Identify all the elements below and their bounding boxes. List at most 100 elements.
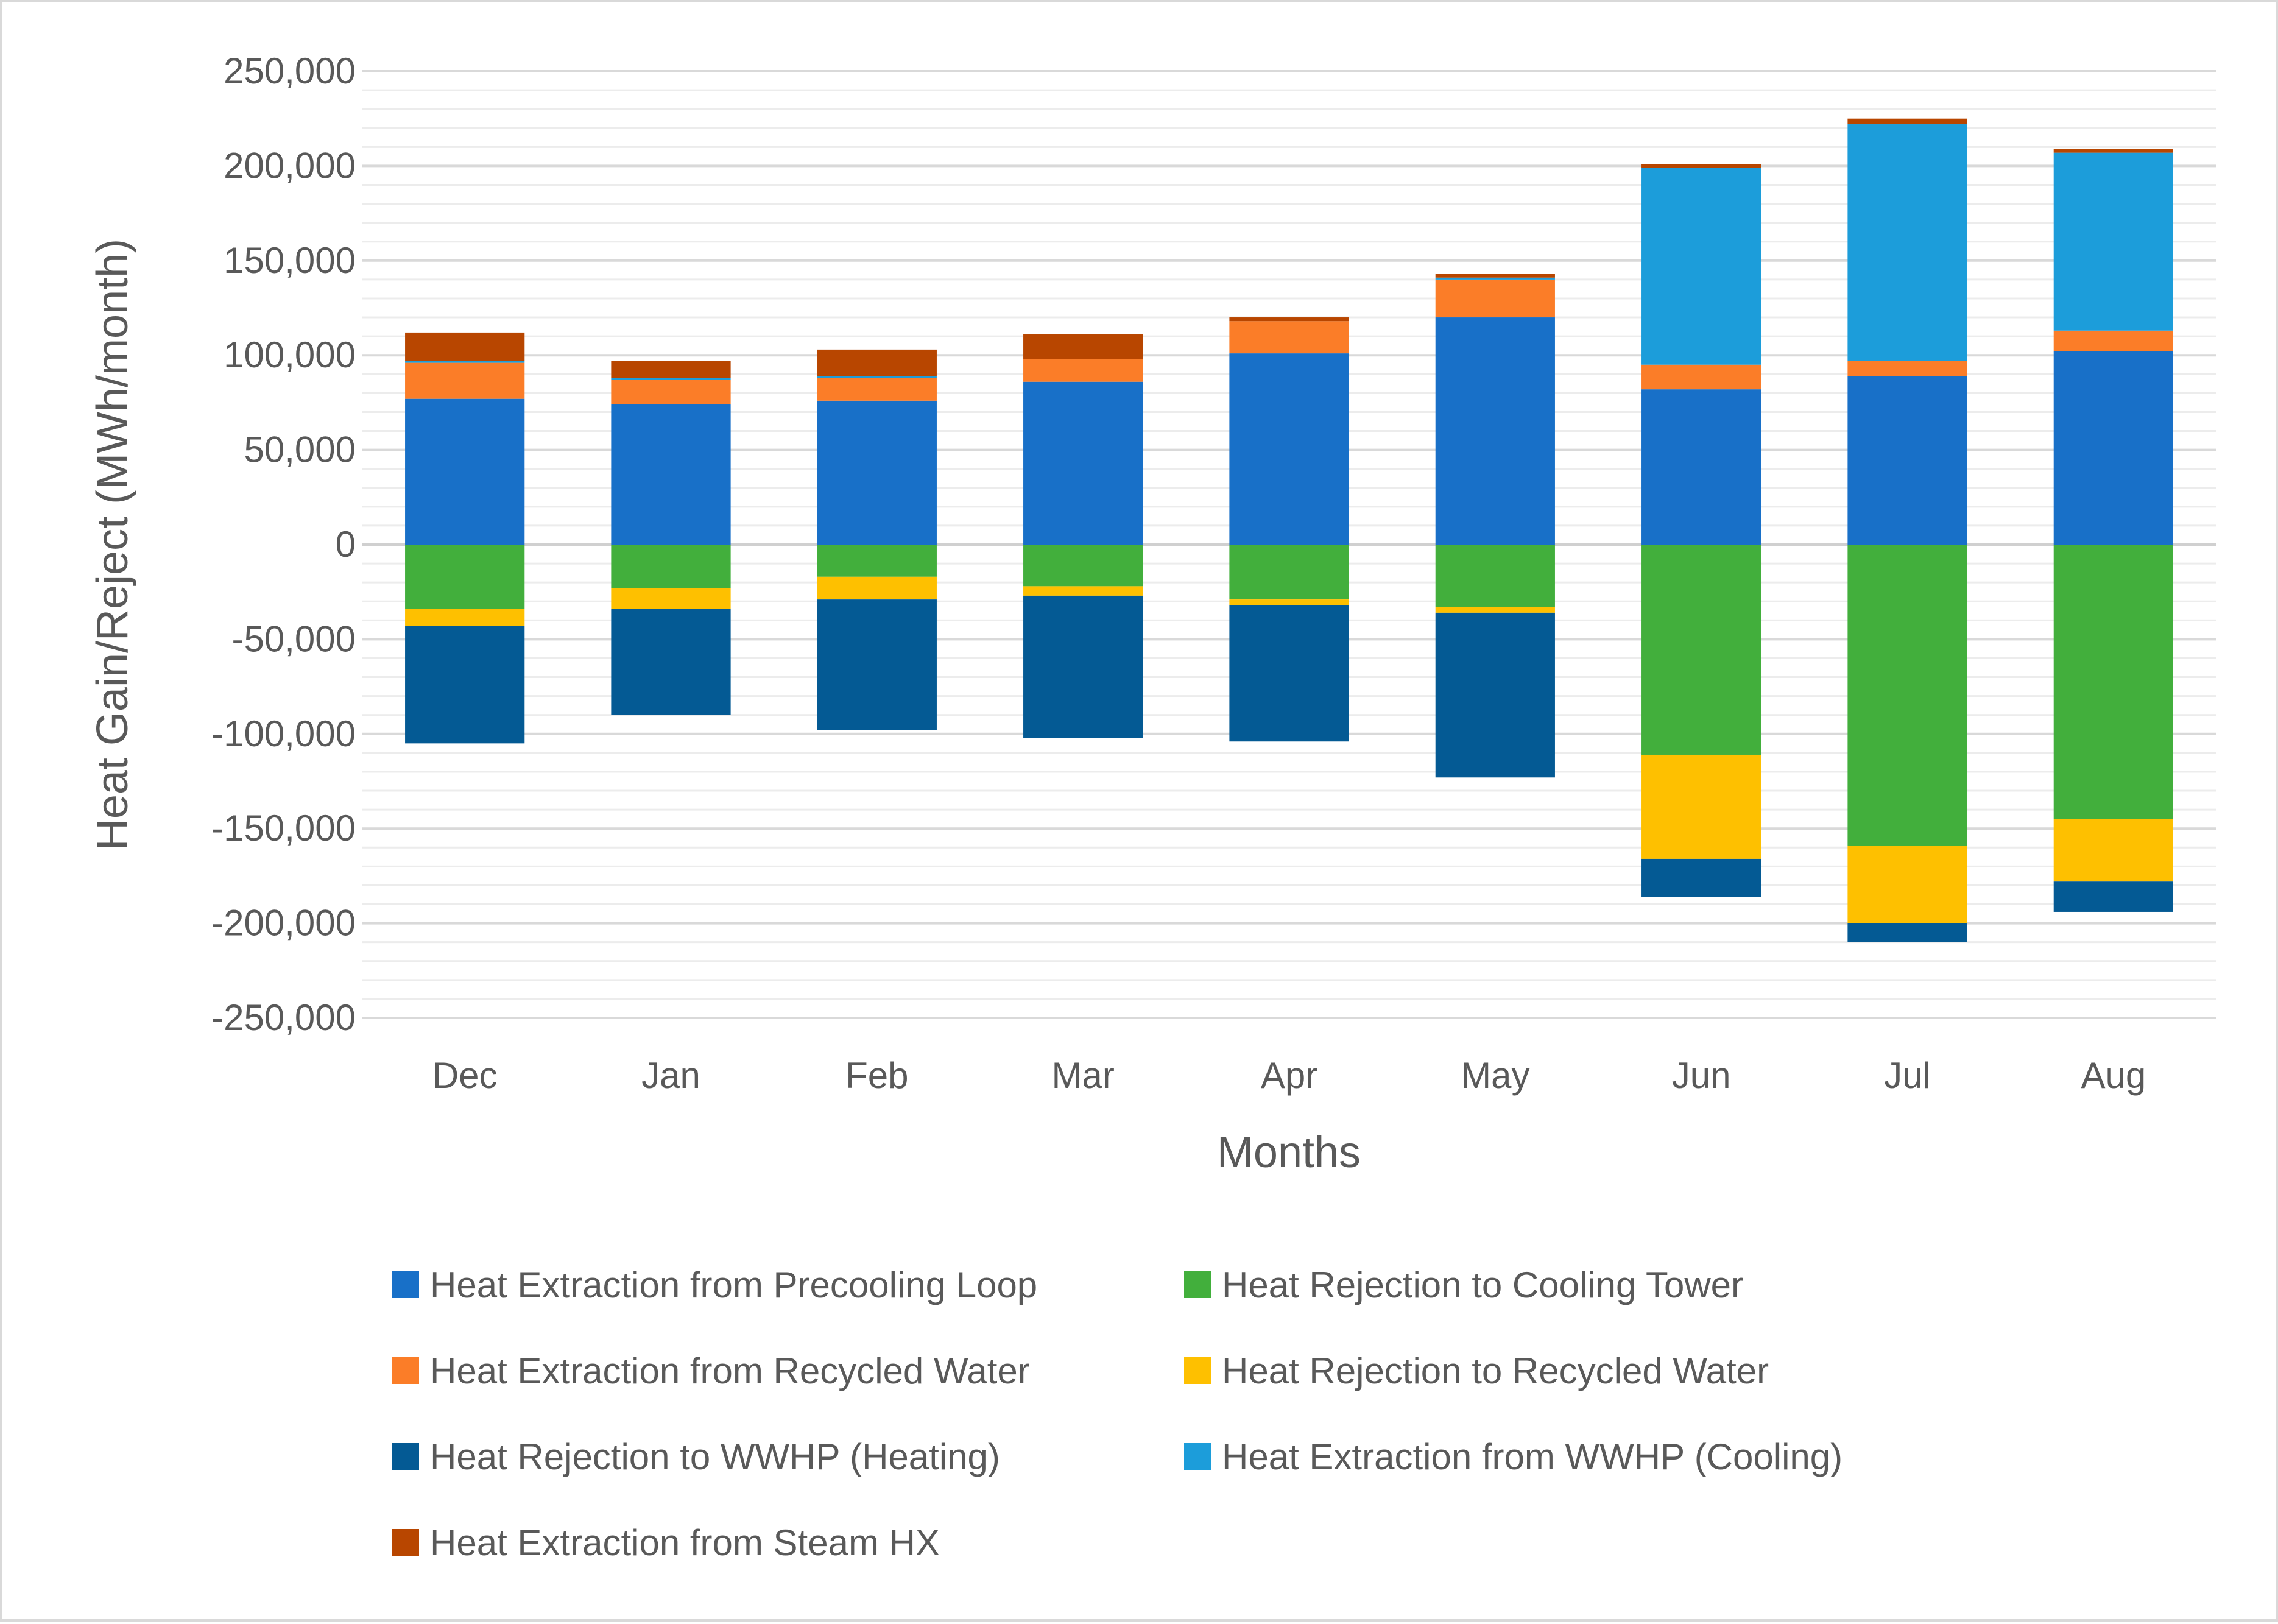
bar-jun-heat-extraction-from-recycled-water (1642, 364, 1761, 390)
bar-jul-heat-rejection-to-recycled-water (1847, 846, 1967, 923)
bar-jan-heat-extraction-from-precooling-loop (611, 404, 731, 545)
x-tick-label: Mar (1051, 1055, 1114, 1096)
bar-jan-heat-rejection-to-cooling-tower (611, 545, 731, 588)
bar-may-heat-rejection-to-cooling-tower (1435, 545, 1555, 607)
bar-mar-heat-rejection-to-wwhp-heating (1023, 595, 1143, 738)
bar-feb-heat-extraction-from-wwhp-cooling (817, 376, 937, 378)
bar-aug-heat-rejection-to-recycled-water (2053, 819, 2173, 882)
y-tick-label: -250,000 (211, 997, 356, 1038)
bar-jun-heat-extraction-from-precooling-loop (1642, 389, 1761, 545)
bar-dec-heat-extraction-from-steam-hx (405, 332, 525, 361)
bar-may-heat-rejection-to-wwhp-heating (1435, 612, 1555, 778)
bar-apr-heat-extraction-from-precooling-loop (1229, 353, 1349, 545)
bar-dec-heat-rejection-to-cooling-tower (405, 545, 525, 609)
bar-feb-heat-rejection-to-cooling-tower (817, 545, 937, 577)
bar-jun-heat-extraction-from-wwhp-cooling (1642, 168, 1761, 365)
bar-dec-heat-extraction-from-precooling-loop (405, 398, 525, 545)
legend: Heat Extraction from Precooling Loop Heat… (392, 1251, 1976, 1592)
x-tick-label: Jan (641, 1055, 700, 1096)
bar-aug-heat-extraction-from-wwhp-cooling (2053, 152, 2173, 331)
legend-swatch (392, 1529, 419, 1556)
bar-feb-heat-extraction-from-precooling-loop (817, 400, 937, 545)
bar-may-heat-rejection-to-recycled-water (1435, 607, 1555, 613)
bar-jan-heat-extraction-from-recycled-water (611, 380, 731, 405)
legend-item: Heat Rejection to Cooling Tower (1184, 1263, 1743, 1306)
legend-swatch (1184, 1271, 1211, 1298)
bar-feb-heat-rejection-to-wwhp-heating (817, 599, 937, 730)
x-tick-label: Feb (845, 1055, 908, 1096)
bar-dec-heat-extraction-from-wwhp-cooling (405, 361, 525, 363)
bar-mar-heat-extraction-from-recycled-water (1023, 359, 1143, 382)
bar-aug-heat-extraction-from-precooling-loop (2053, 351, 2173, 545)
y-tick-label: 100,000 (224, 334, 356, 375)
legend-swatch (1184, 1357, 1211, 1384)
legend-swatch (1184, 1443, 1211, 1470)
bar-mar-heat-rejection-to-cooling-tower (1023, 545, 1143, 587)
bar-may-heat-extraction-from-wwhp-cooling (1435, 277, 1555, 280)
x-tick-label: Jul (1884, 1055, 1931, 1096)
x-tick-label: Jun (1672, 1055, 1731, 1096)
legend-label: Heat Extraction from Recycled Water (430, 1350, 1030, 1391)
bar-jan-heat-extraction-from-wwhp-cooling (611, 378, 731, 380)
y-axis-title: Heat Gain/Reject (MWh/month) (88, 239, 137, 850)
y-tick-label: 0 (336, 524, 356, 565)
legend-swatch (392, 1443, 419, 1470)
bar-may-heat-extraction-from-steam-hx (1435, 274, 1555, 278)
bar-apr-heat-extraction-from-recycled-water (1229, 321, 1349, 354)
bar-mar-heat-rejection-to-recycled-water (1023, 586, 1143, 596)
bar-may-heat-extraction-from-recycled-water (1435, 279, 1555, 318)
x-tick-label: May (1461, 1055, 1529, 1096)
bar-jul-heat-extraction-from-steam-hx (1847, 118, 1967, 125)
legend-item: Heat Extraction from WWHP (Cooling) (1184, 1435, 1842, 1478)
bar-dec-heat-extraction-from-recycled-water (405, 362, 525, 399)
bar-feb-heat-extraction-from-recycled-water (817, 378, 937, 401)
y-tick-label: 50,000 (244, 429, 356, 470)
x-tick-label: Aug (2081, 1055, 2146, 1096)
legend-label: Heat Extraction from Steam HX (430, 1522, 940, 1563)
bar-jan-heat-rejection-to-recycled-water (611, 588, 731, 609)
legend-label: Heat Rejection to Recycled Water (1222, 1350, 1769, 1391)
bar-jun-heat-rejection-to-recycled-water (1642, 754, 1761, 859)
x-tick-label: Apr (1261, 1055, 1317, 1096)
bar-aug-heat-extraction-from-recycled-water (2053, 330, 2173, 351)
bar-apr-heat-rejection-to-wwhp-heating (1229, 605, 1349, 742)
bar-jun-heat-rejection-to-cooling-tower (1642, 545, 1761, 755)
bar-jul-heat-extraction-from-precooling-loop (1847, 376, 1967, 545)
bar-jul-heat-rejection-to-wwhp-heating (1847, 923, 1967, 942)
bar-jun-heat-rejection-to-wwhp-heating (1642, 858, 1761, 897)
bar-mar-heat-extraction-from-steam-hx (1023, 334, 1143, 359)
bar-dec-heat-rejection-to-wwhp-heating (405, 626, 525, 744)
legend-label: Heat Extraction from Precooling Loop (430, 1264, 1038, 1305)
y-tick-label: -200,000 (211, 903, 356, 944)
bar-dec-heat-rejection-to-recycled-water (405, 609, 525, 626)
axis-ticks: 250,000 200,000 150,000 100,000 50,000 0 -50,0… (211, 51, 2146, 1096)
y-tick-label: -50,000 (232, 618, 356, 659)
bar-feb-heat-extraction-from-steam-hx (817, 349, 937, 376)
legend-item: Heat Extraction from Steam HX (392, 1521, 940, 1564)
bar-feb-heat-rejection-to-recycled-water (817, 576, 937, 600)
bar-jul-heat-extraction-from-recycled-water (1847, 361, 1967, 376)
y-tick-label: -150,000 (211, 808, 356, 849)
legend-item: Heat Rejection to WWHP (Heating) (392, 1435, 1000, 1478)
bar-jan-heat-rejection-to-wwhp-heating (611, 609, 731, 715)
bar-apr-heat-rejection-to-recycled-water (1229, 599, 1349, 605)
legend-item: Heat Extraction from Precooling Loop (392, 1263, 1037, 1306)
y-tick-label: 250,000 (224, 51, 356, 91)
y-tick-label: -100,000 (211, 713, 356, 754)
bars (405, 118, 2173, 942)
bar-mar-heat-extraction-from-precooling-loop (1023, 381, 1143, 545)
legend-label: Heat Rejection to WWHP (Heating) (430, 1436, 1000, 1477)
bar-aug-heat-rejection-to-wwhp-heating (2053, 881, 2173, 912)
legend-item: Heat Rejection to Recycled Water (1184, 1349, 1769, 1392)
bar-apr-heat-rejection-to-cooling-tower (1229, 545, 1349, 600)
bar-aug-heat-extraction-from-steam-hx (2053, 149, 2173, 153)
x-axis-title: Months (1217, 1128, 1361, 1177)
legend-swatch (392, 1357, 419, 1384)
legend-label: Heat Extraction from WWHP (Cooling) (1222, 1436, 1843, 1477)
legend-swatch (392, 1271, 419, 1298)
bar-jul-heat-rejection-to-cooling-tower (1847, 545, 1967, 846)
bar-jul-heat-extraction-from-wwhp-cooling (1847, 124, 1967, 361)
y-tick-label: 200,000 (224, 145, 356, 186)
